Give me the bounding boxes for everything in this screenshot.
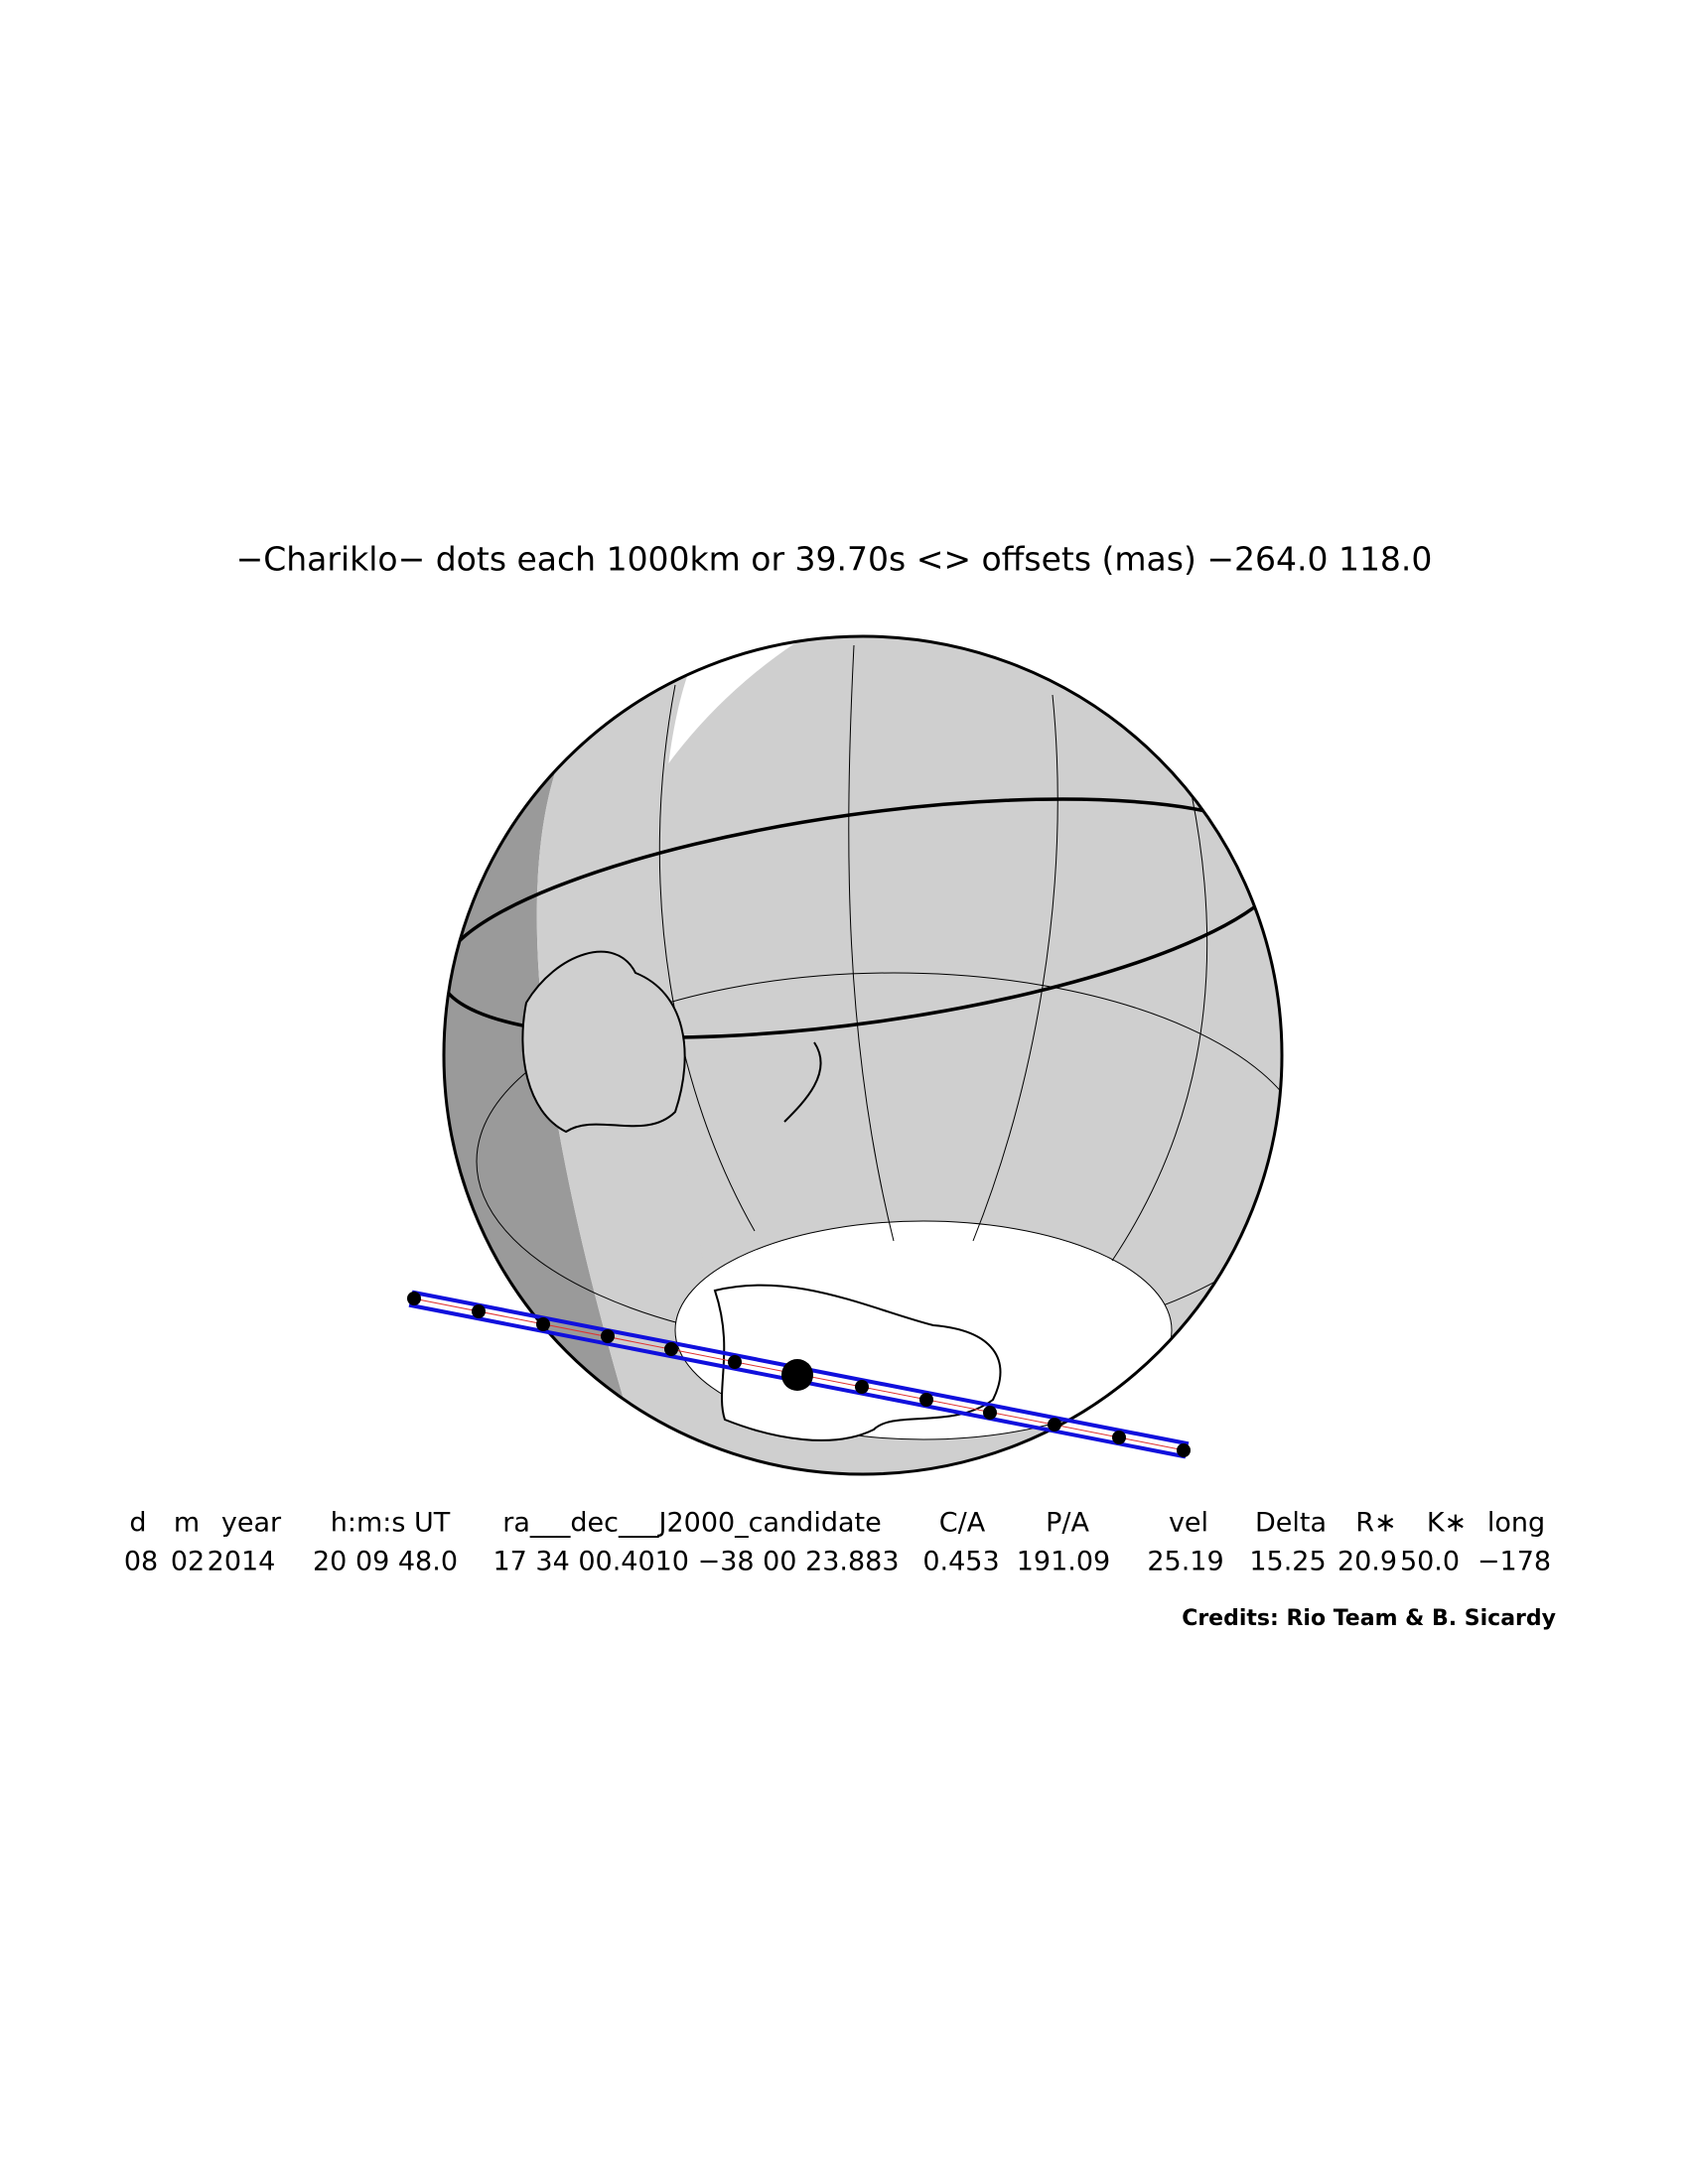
data-table: d m year h:m:s UT ra___dec___J2000_candidate… xyxy=(124,1508,1551,1577)
column-header: m xyxy=(174,1508,200,1539)
column-header: h:m:s UT xyxy=(331,1508,451,1539)
column-header: ra___dec___J2000_candidate xyxy=(502,1508,881,1539)
column-value: −178 xyxy=(1477,1547,1551,1577)
column-value: 50.0 xyxy=(1400,1547,1460,1577)
column-header: Delta xyxy=(1255,1508,1327,1539)
column-header: vel xyxy=(1169,1508,1208,1539)
column-value: 02 xyxy=(171,1547,205,1577)
credits: Credits: Rio Team & B. Sicardy xyxy=(1182,1606,1556,1631)
column-header: K∗ xyxy=(1427,1508,1467,1539)
column-header: R∗ xyxy=(1355,1508,1396,1539)
column-value: 20.9 xyxy=(1337,1547,1397,1577)
column-value: 20 09 48.0 xyxy=(313,1547,458,1577)
column-value: 0.453 xyxy=(922,1547,999,1577)
column-header: C/A xyxy=(939,1508,986,1539)
column-header: long xyxy=(1487,1508,1545,1539)
globe xyxy=(442,634,1284,1476)
column-value: 2014 xyxy=(208,1547,276,1577)
column-header: year xyxy=(221,1508,282,1539)
column-value: 191.09 xyxy=(1017,1547,1110,1577)
column-value: 08 xyxy=(124,1547,158,1577)
column-value: 25.19 xyxy=(1147,1547,1223,1577)
column-header: P/A xyxy=(1046,1508,1089,1539)
occultation-path xyxy=(407,1290,1191,1459)
column-header: d xyxy=(129,1508,146,1539)
column-value: 15.25 xyxy=(1249,1547,1326,1577)
title: −Chariklo− dots each 1000km or 39.70s <>… xyxy=(236,540,1433,579)
column-value: 17 34 00.4010 −38 00 23.883 xyxy=(492,1547,899,1577)
